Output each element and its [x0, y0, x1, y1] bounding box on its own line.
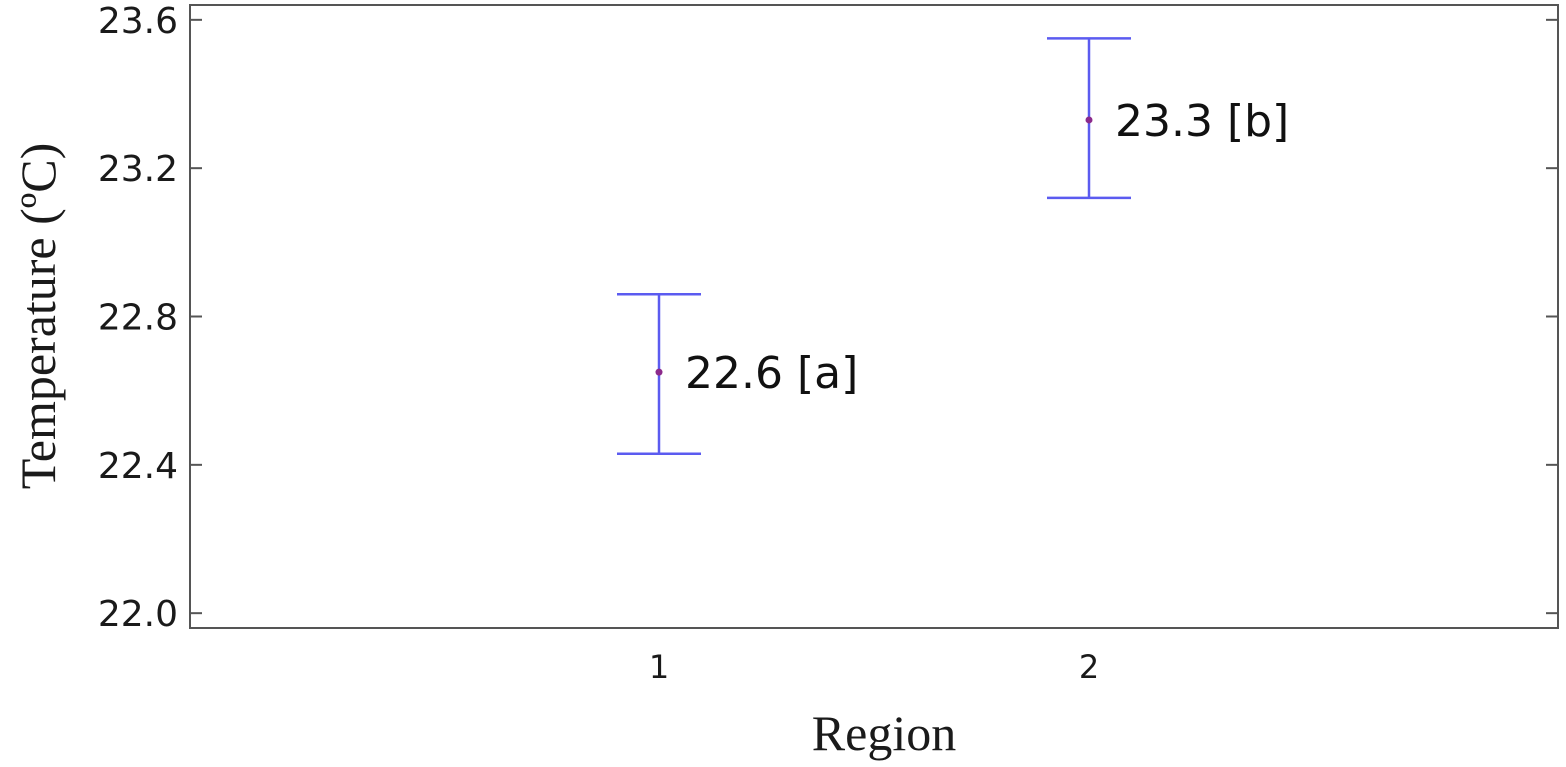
- mean-point: [1085, 116, 1093, 124]
- x-axis-title: Region: [812, 705, 956, 761]
- mean-point: [655, 368, 663, 376]
- y-tick-label: 22.4: [98, 446, 178, 487]
- error-bars: 22.6 [a] 23.3 [b]: [617, 37, 1289, 455]
- x-tick-label: 1: [649, 648, 669, 686]
- y-tick-label: 23.6: [98, 1, 178, 42]
- data-label: 22.6 [a]: [685, 348, 858, 399]
- y-axis: 22.0 22.4 22.8 23.2 23.6: [98, 1, 1558, 635]
- y-tick-label: 22.8: [98, 298, 178, 339]
- y-axis-title: Temperature (ºC): [10, 143, 66, 490]
- data-label: 23.3 [b]: [1115, 96, 1289, 147]
- plot-frame: [189, 4, 1559, 629]
- x-tick-label: 2: [1079, 648, 1099, 686]
- y-tick-label: 23.2: [98, 149, 178, 190]
- y-tick-label: 22.0: [98, 594, 178, 635]
